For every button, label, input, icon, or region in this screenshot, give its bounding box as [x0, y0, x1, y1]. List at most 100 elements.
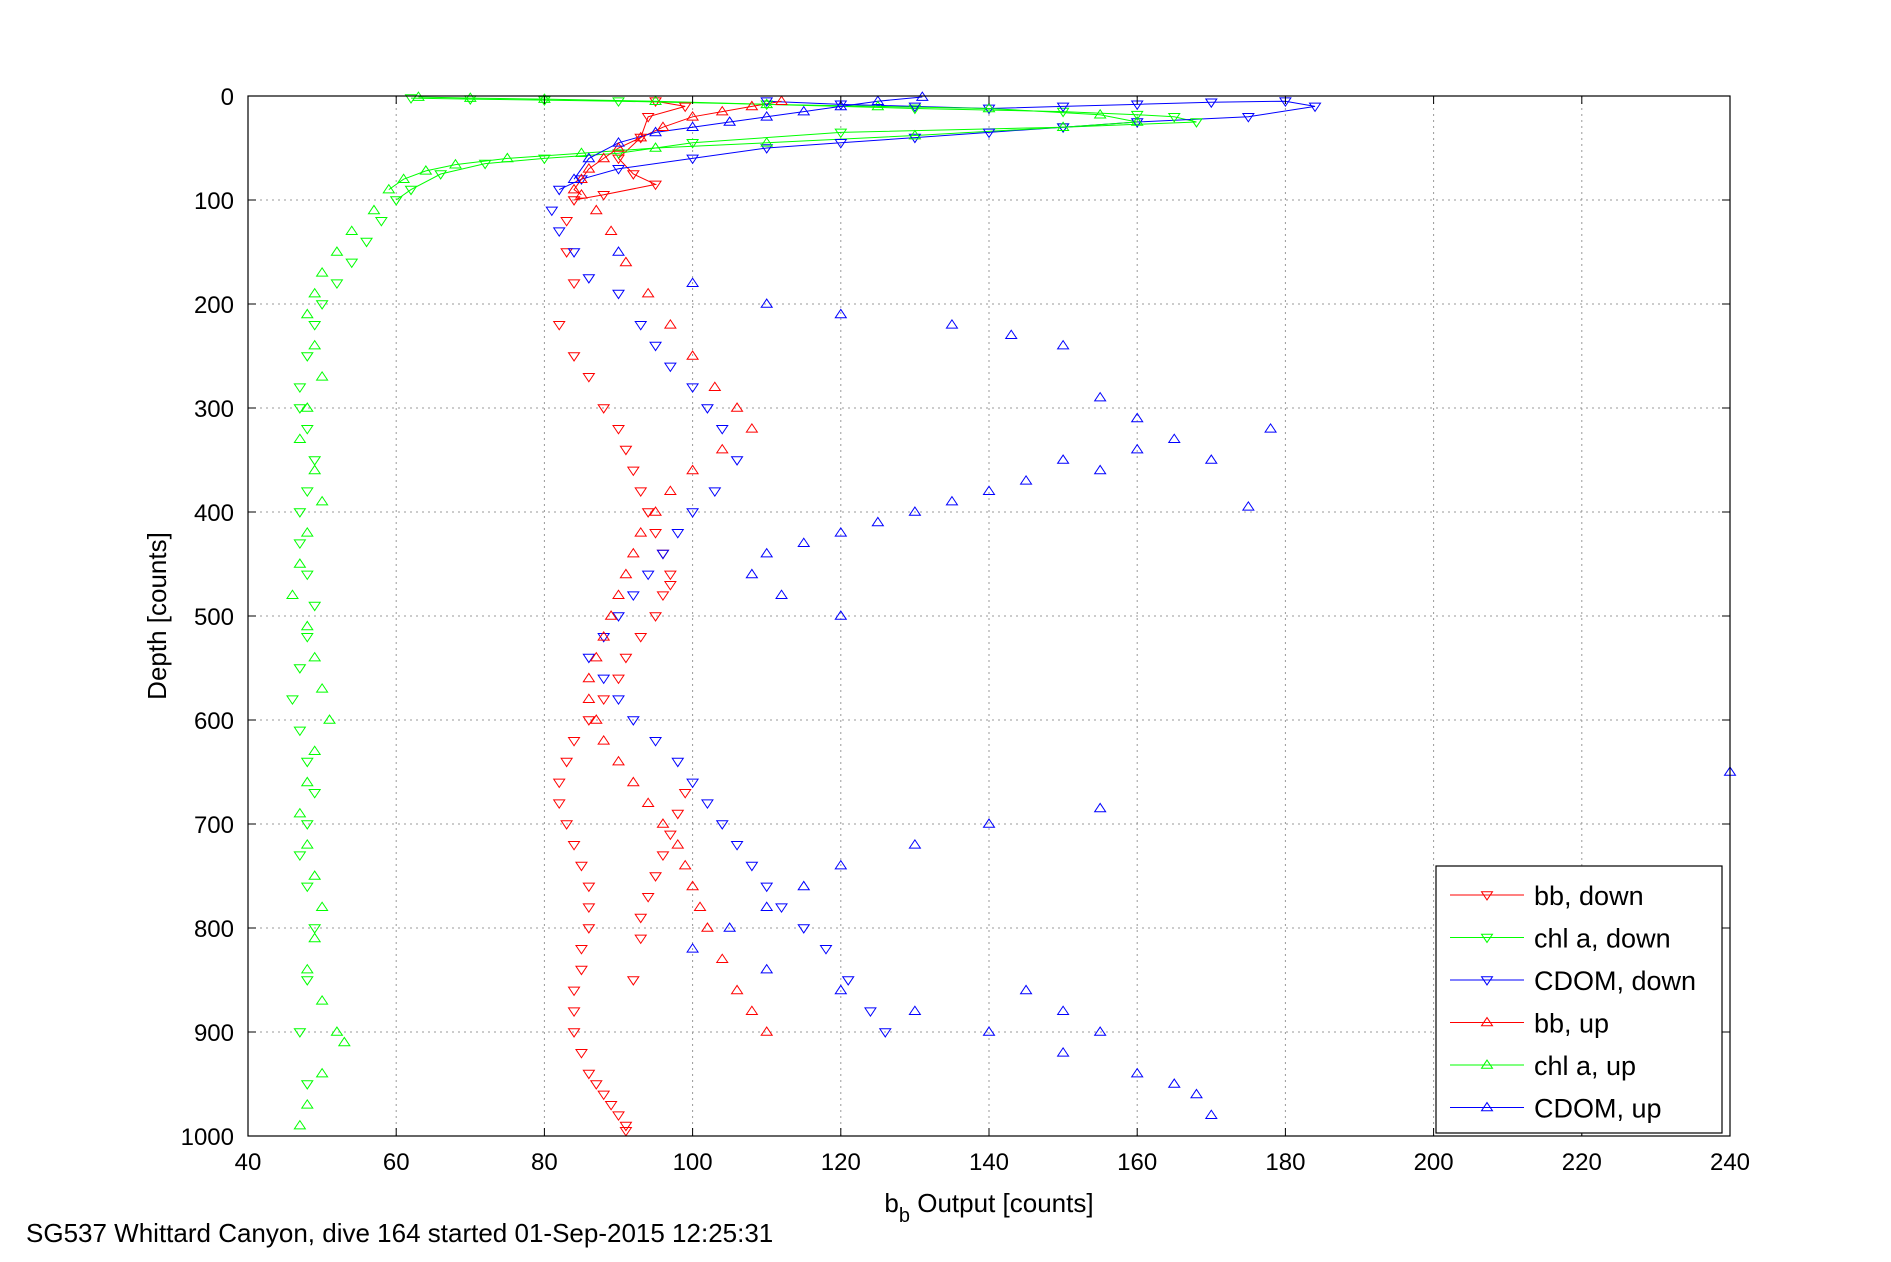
x-tick-label: 160	[1117, 1149, 1157, 1176]
data-point	[293, 807, 307, 818]
data-point	[708, 381, 722, 391]
data-point	[760, 110, 774, 121]
data-point	[775, 95, 788, 105]
data-point	[1130, 412, 1144, 423]
data-point	[597, 191, 611, 201]
data-point	[308, 456, 322, 466]
data-point	[745, 100, 759, 111]
data-point	[1130, 1067, 1144, 1078]
data-point	[612, 612, 625, 622]
data-point	[597, 633, 611, 643]
data-point	[864, 1007, 877, 1018]
data-point	[760, 98, 774, 109]
data-point	[589, 714, 603, 724]
data-point	[1093, 1026, 1107, 1036]
data-point	[597, 695, 611, 706]
data-point	[560, 820, 574, 830]
x-tick-label: 220	[1562, 1149, 1602, 1176]
legend-label: CDOM, up	[1534, 1094, 1662, 1124]
data-point	[678, 102, 692, 113]
data-point	[945, 495, 959, 506]
y-tick-label: 500	[194, 604, 234, 631]
data-point	[300, 487, 314, 498]
data-point	[612, 755, 625, 766]
data-point	[293, 726, 307, 737]
data-point	[619, 1121, 633, 1132]
data-point	[575, 188, 588, 199]
data-point	[745, 568, 759, 579]
data-point	[1093, 108, 1107, 119]
data-point	[612, 136, 625, 147]
data-point	[582, 716, 596, 726]
data-point	[797, 924, 811, 934]
legend-label: chl a, down	[1534, 924, 1671, 954]
data-point	[878, 1028, 892, 1038]
data-point	[1056, 454, 1070, 464]
data-point	[619, 445, 633, 456]
data-point	[1056, 121, 1070, 131]
data-point	[300, 963, 314, 974]
data-point	[671, 529, 685, 539]
data-point	[582, 693, 596, 703]
y-tick-label: 0	[221, 84, 234, 111]
data-point	[300, 570, 314, 581]
series-line	[573, 100, 782, 196]
data-point	[552, 799, 566, 810]
data-point	[315, 370, 329, 381]
data-point	[308, 924, 322, 934]
data-point	[686, 110, 700, 121]
data-point	[641, 287, 655, 298]
series-line	[395, 97, 1197, 201]
data-point	[619, 653, 633, 664]
data-point	[567, 183, 581, 194]
data-point	[626, 547, 640, 558]
x-axis-label-subscript: b	[899, 1205, 910, 1227]
data-point	[871, 100, 885, 111]
data-point	[634, 913, 648, 924]
data-point	[1056, 102, 1070, 113]
data-point	[834, 984, 848, 995]
data-point	[612, 154, 625, 165]
data-point	[323, 714, 336, 724]
data-point	[649, 180, 662, 191]
data-point	[612, 246, 625, 256]
data-point	[612, 289, 625, 300]
data-point	[552, 321, 566, 331]
data-point	[708, 487, 722, 498]
data-point	[641, 113, 655, 123]
data-point	[649, 126, 662, 137]
data-point	[582, 672, 596, 683]
data-point	[671, 809, 685, 820]
y-tick-label: 400	[194, 500, 234, 527]
data-point	[671, 757, 685, 768]
data-point	[582, 903, 596, 914]
series-line	[559, 100, 1316, 191]
data-point	[945, 318, 959, 329]
data-point	[834, 610, 848, 620]
data-point	[315, 994, 329, 1005]
data-point	[656, 851, 670, 862]
data-point	[1093, 464, 1107, 475]
data-point	[612, 97, 625, 108]
x-tick-label: 240	[1710, 1149, 1750, 1176]
x-tick-label: 120	[821, 1149, 861, 1176]
data-point	[908, 1005, 922, 1015]
data-point	[300, 308, 314, 319]
data-point	[634, 131, 648, 142]
data-point	[745, 861, 759, 872]
data-point	[834, 128, 848, 139]
data-point	[649, 529, 662, 539]
data-point	[604, 610, 618, 620]
data-point	[663, 485, 677, 495]
data-point	[567, 841, 581, 851]
data-point	[700, 404, 714, 414]
x-tick-label: 100	[673, 1149, 713, 1176]
data-point	[478, 159, 492, 170]
data-point	[819, 945, 833, 955]
x-tick-label: 80	[531, 1149, 558, 1176]
data-point	[597, 630, 611, 641]
data-point	[293, 539, 307, 550]
data-point	[612, 589, 625, 599]
data-point	[745, 1005, 759, 1015]
